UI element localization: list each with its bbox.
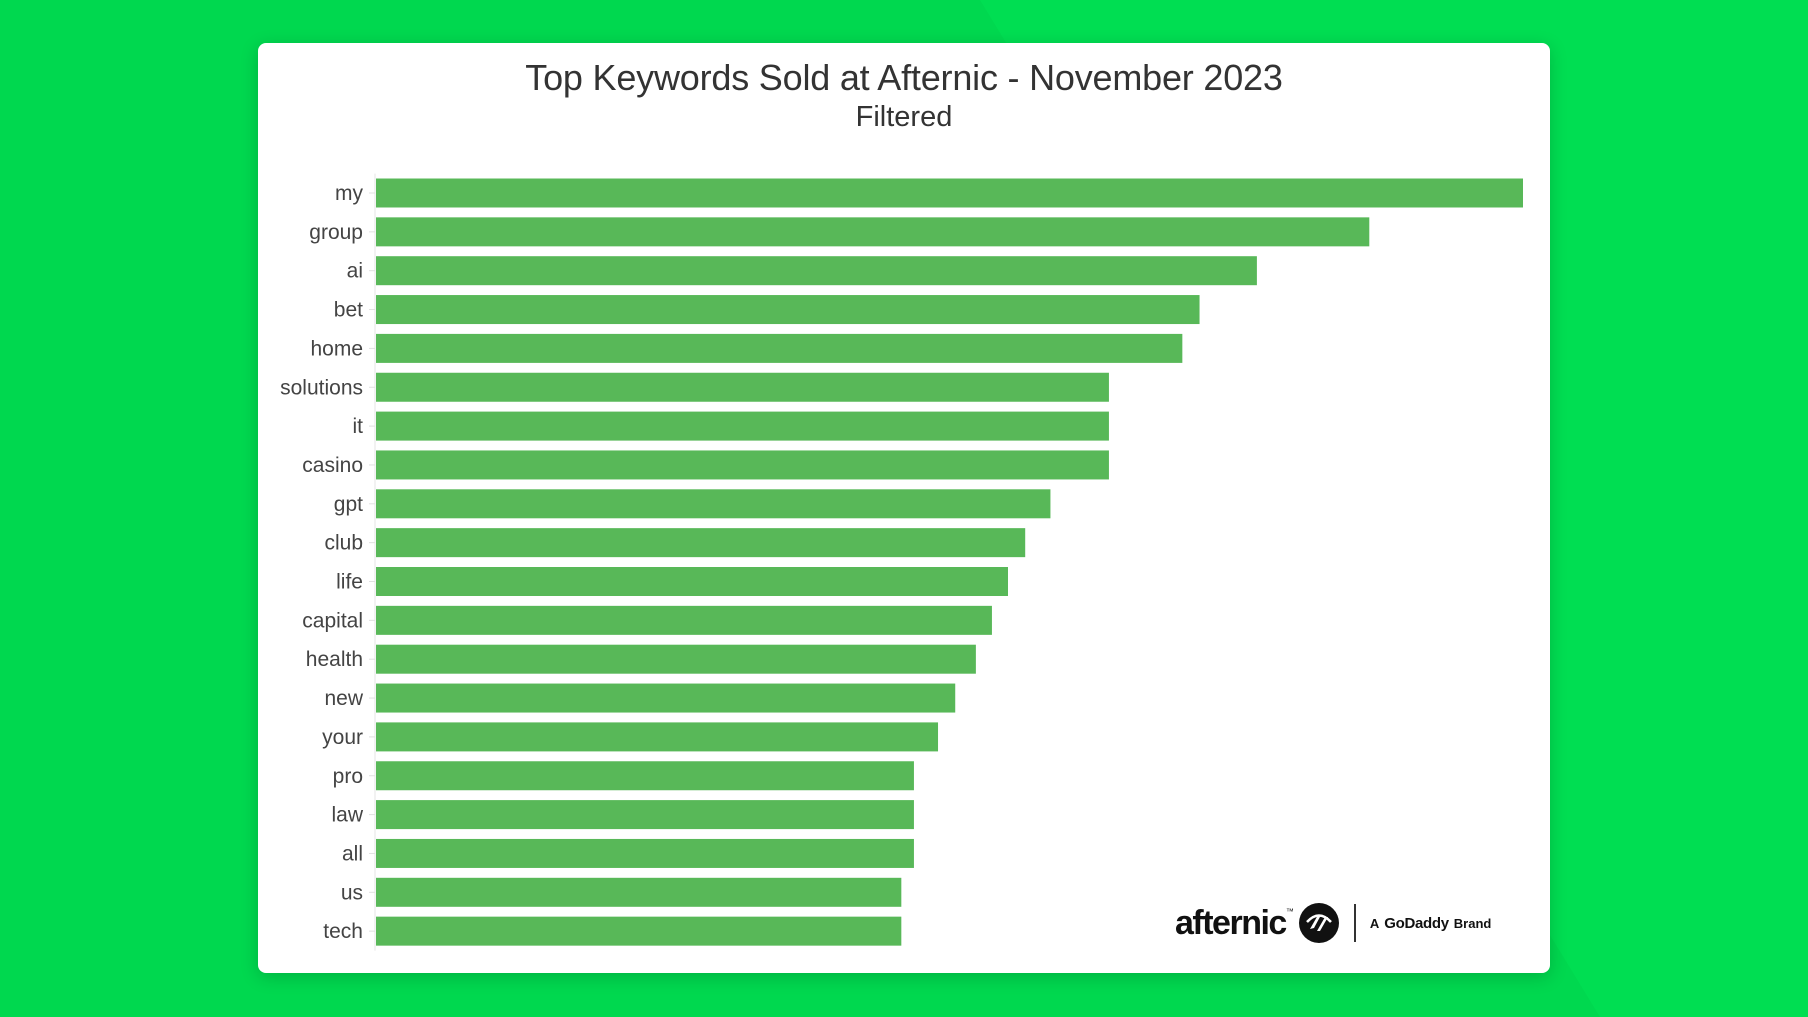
logo-divider — [1353, 904, 1356, 942]
bar-ai — [376, 256, 1257, 286]
category-label-solutions: solutions — [280, 376, 363, 399]
category-label-it: it — [353, 415, 364, 438]
category-label-pro: pro — [333, 765, 363, 788]
bar-your — [376, 722, 939, 752]
category-label-all: all — [342, 842, 363, 865]
bar-my — [376, 178, 1523, 208]
bar-pro — [376, 761, 914, 791]
bar-health — [376, 644, 976, 674]
chart-title: Top Keywords Sold at Afternic - November… — [525, 57, 1283, 98]
category-label-capital: capital — [302, 609, 363, 632]
bar-new — [376, 683, 956, 713]
category-label-club: club — [324, 532, 363, 555]
category-label-law: law — [331, 804, 363, 827]
bar-life — [376, 567, 1008, 596]
category-label-your: your — [322, 726, 363, 749]
bar-home — [376, 333, 1183, 363]
bar-club — [376, 528, 1026, 558]
logo-brand-suffix: Brand — [1453, 915, 1492, 931]
category-label-tech: tech — [323, 920, 363, 943]
category-label-gpt: gpt — [334, 493, 363, 516]
bar-capital — [376, 605, 992, 635]
afternic-logo: afternic ™ A GoDaddy Brand — [1175, 901, 1491, 945]
bar-all — [376, 838, 914, 868]
bar-it — [376, 411, 1109, 441]
bar-solutions — [376, 372, 1109, 402]
category-label-group: group — [309, 221, 363, 244]
category-label-casino: casino — [302, 454, 363, 477]
bar-bet — [376, 295, 1200, 325]
bar-us — [376, 877, 902, 907]
bar-chart: my group ai bet home solutions it casino gpt club… — [280, 173, 1523, 951]
chart-subtitle: Filtered — [855, 101, 953, 133]
category-label-life: life — [336, 571, 363, 594]
category-label-health: health — [306, 648, 363, 671]
category-label-bet: bet — [334, 299, 363, 322]
godaddy-wordmark: GoDaddy — [1384, 914, 1449, 932]
bar-tech — [376, 916, 902, 946]
category-label-ai: ai — [347, 260, 363, 283]
chart-card: Top Keywords Sold at Afternic - November… — [258, 43, 1550, 973]
logo-trademark: ™ — [1285, 907, 1294, 916]
bar-law — [376, 800, 914, 830]
category-label-us: us — [341, 881, 363, 904]
category-label-home: home — [310, 337, 363, 360]
bar-group — [376, 217, 1370, 247]
bar-gpt — [376, 489, 1051, 519]
afternic-mark-icon — [1298, 903, 1339, 943]
bar-casino — [376, 450, 1109, 480]
logo-wordmark: afternic — [1175, 903, 1287, 942]
category-label-new: new — [324, 687, 363, 710]
category-label-my: my — [335, 182, 363, 205]
logo-prefix: A — [1369, 915, 1380, 931]
